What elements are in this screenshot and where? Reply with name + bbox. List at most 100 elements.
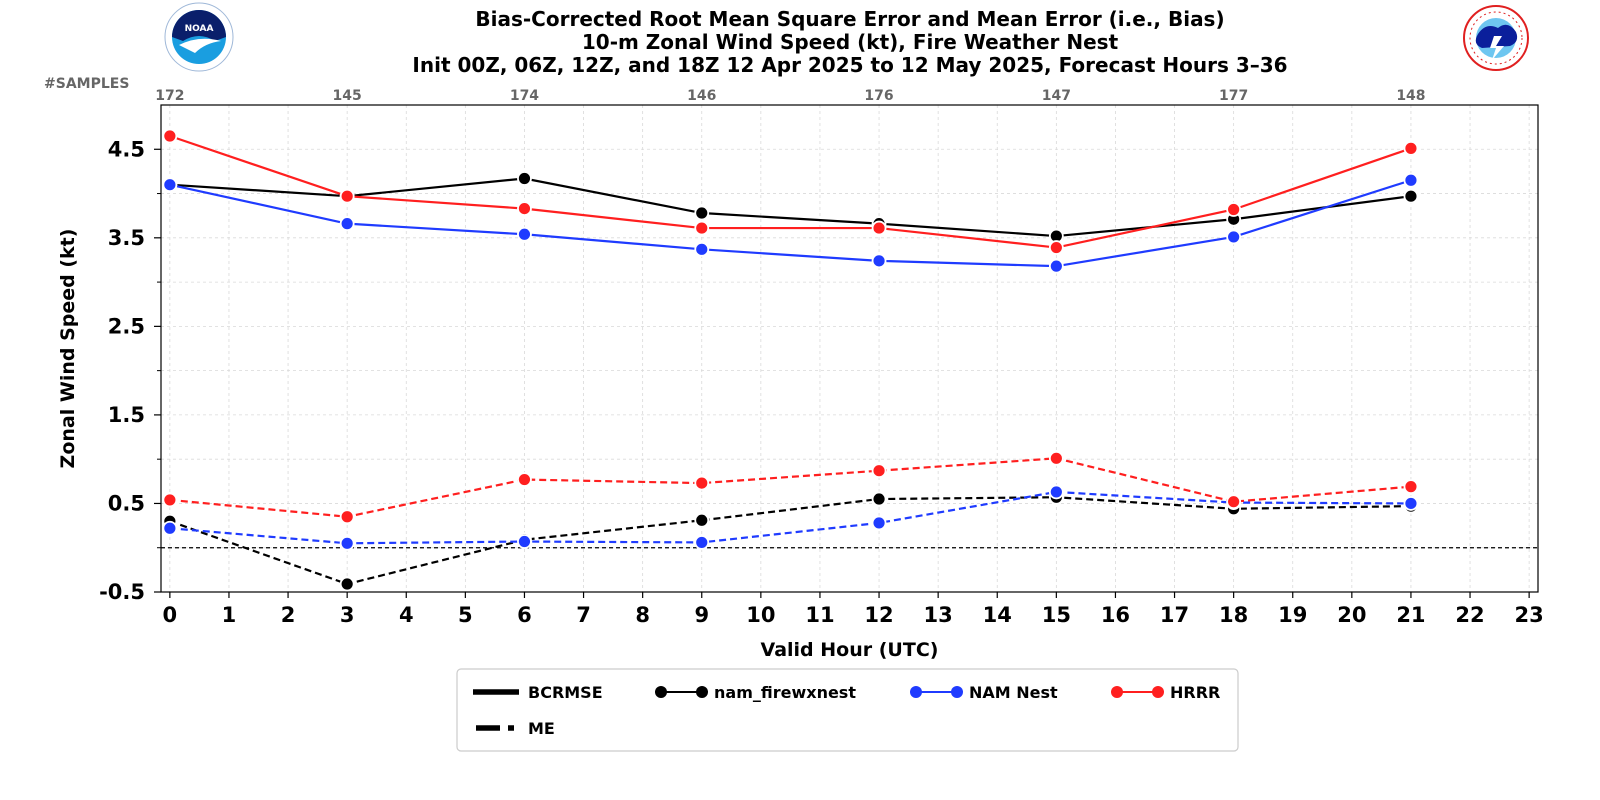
nam-nest-bcrmse-point <box>871 253 887 269</box>
nam_firewxnest-me-point <box>871 491 887 507</box>
sample-count: 147 <box>1042 88 1071 104</box>
hrrr-me-point <box>339 509 355 525</box>
sample-count: 146 <box>687 88 716 104</box>
x-tick-label: 1 <box>222 603 237 627</box>
legend-model-swatch-marker <box>1152 686 1164 698</box>
x-tick-label: 2 <box>281 603 296 627</box>
legend-model-label: NAM Nest <box>969 683 1058 702</box>
hrrr-bcrmse-line <box>169 134 1412 249</box>
y-tick-label: 1.5 <box>108 403 145 427</box>
sample-count: 145 <box>333 88 362 104</box>
y-tick-label: -0.5 <box>99 580 145 604</box>
svg-text:NOAA: NOAA <box>185 24 214 34</box>
x-tick-label: 22 <box>1455 603 1484 627</box>
hrrr-bcrmse-point <box>162 128 178 144</box>
x-tick-label: 21 <box>1396 603 1425 627</box>
legend-box <box>456 668 1239 752</box>
x-tick-label: 13 <box>924 603 953 627</box>
nam-nest-me-point <box>162 520 178 536</box>
nam-nest-me-point <box>694 535 710 550</box>
x-tick-label: 23 <box>1515 603 1544 627</box>
x-tick-label: 18 <box>1219 603 1248 627</box>
nam-nest-bcrmse-point <box>1226 229 1242 245</box>
legend-model-label: nam_firewxnest <box>714 683 856 702</box>
x-tick-label: 15 <box>1042 603 1071 627</box>
x-tick-label: 9 <box>694 603 709 627</box>
legend-model-swatch-marker <box>696 686 708 698</box>
x-tick-label: 6 <box>517 603 532 627</box>
chart-title-line-3: Init 00Z, 06Z, 12Z, and 18Z 12 Apr 2025 … <box>412 53 1287 77</box>
nam_firewxnest-me-line <box>169 496 1411 586</box>
x-tick-label: 17 <box>1160 603 1189 627</box>
x-tick-label: 3 <box>340 603 355 627</box>
sample-count: 172 <box>155 88 184 104</box>
x-tick-label: 16 <box>1101 603 1130 627</box>
nam_firewxnest-bcrmse-point <box>517 171 532 186</box>
x-tick-label: 0 <box>163 603 178 627</box>
nam_firewxnest-bcrmse-line <box>169 177 1412 238</box>
x-tick-label: 10 <box>746 603 775 627</box>
sample-count: 176 <box>864 88 893 104</box>
legend-model-swatch-marker <box>910 686 922 698</box>
nam-nest-bcrmse-point <box>339 216 355 232</box>
nws-logo <box>1463 5 1529 71</box>
y-tick-label: 0.5 <box>108 491 145 515</box>
hrrr-bcrmse-point <box>339 188 355 204</box>
nam-nest-bcrmse-point <box>1403 172 1419 188</box>
x-tick-label: 4 <box>399 603 414 627</box>
nam-nest-bcrmse-line <box>169 179 1412 268</box>
hrrr-bcrmse-point <box>517 201 532 216</box>
x-tick-label: 8 <box>635 603 650 627</box>
x-tick-label: 5 <box>458 603 473 627</box>
nam-nest-bcrmse-point <box>162 177 178 193</box>
sample-count: 174 <box>510 88 539 104</box>
hrrr-bcrmse-point <box>1226 202 1242 217</box>
hrrr-me-point <box>1226 494 1242 510</box>
nam_firewxnest-bcrmse-point <box>694 205 710 221</box>
x-tick-label: 19 <box>1278 603 1307 627</box>
x-tick-label: 14 <box>983 603 1012 627</box>
hrrr-me-point <box>694 475 710 491</box>
nam-nest-me-point <box>1048 484 1064 500</box>
legend-model-label: HRRR <box>1170 683 1220 702</box>
hrrr-bcrmse-point <box>1403 140 1419 156</box>
x-tick-label: 7 <box>576 603 591 627</box>
hrrr-me-point <box>517 472 532 487</box>
plot-frame <box>160 104 1539 593</box>
legend-me-label: ME <box>528 719 555 738</box>
legend-model-swatch-marker <box>1111 686 1123 698</box>
nam_firewxnest-me-point <box>339 576 355 592</box>
legend-model-swatch-marker <box>951 686 963 698</box>
x-tick-label: 12 <box>864 603 893 627</box>
y-tick-label: 4.5 <box>108 137 145 161</box>
chart-title-line-1: Bias-Corrected Root Mean Square Error an… <box>475 7 1224 31</box>
nam-nest-me-line <box>169 490 1411 545</box>
hrrr-bcrmse-point <box>1048 240 1064 255</box>
hrrr-bcrmse-point <box>871 220 887 236</box>
y-tick-label: 3.5 <box>108 226 145 250</box>
sample-count: 177 <box>1219 88 1248 104</box>
samples-heading: #SAMPLES <box>44 76 129 92</box>
x-axis-label: Valid Hour (UTC) <box>761 639 939 661</box>
nam-nest-me-point <box>1403 496 1419 511</box>
hrrr-me-point <box>162 492 178 508</box>
legend-model-swatch-marker <box>655 686 667 698</box>
x-tick-label: 11 <box>805 603 834 627</box>
hrrr-bcrmse-point <box>694 220 710 236</box>
nam-nest-me-point <box>517 534 532 549</box>
y-axis-label: Zonal Wind Speed (kt) <box>57 229 79 469</box>
noaa-logo: NOAA <box>164 2 234 72</box>
nam-nest-bcrmse-point <box>1048 258 1064 274</box>
nam-nest-bcrmse-point <box>694 241 710 257</box>
chart-title-line-2: 10-m Zonal Wind Speed (kt), Fire Weather… <box>582 30 1119 54</box>
hrrr-me-point <box>1403 479 1419 495</box>
nam_firewxnest-me-point <box>694 512 710 528</box>
hrrr-me-point <box>1048 450 1064 466</box>
nam-nest-me-point <box>339 535 355 551</box>
legend-bcrmse-label: BCRMSE <box>528 683 603 702</box>
nam-nest-me-point <box>871 515 887 531</box>
hrrr-me-point <box>871 463 887 479</box>
nam-nest-bcrmse-point <box>517 226 532 242</box>
sample-count: 148 <box>1396 88 1425 104</box>
